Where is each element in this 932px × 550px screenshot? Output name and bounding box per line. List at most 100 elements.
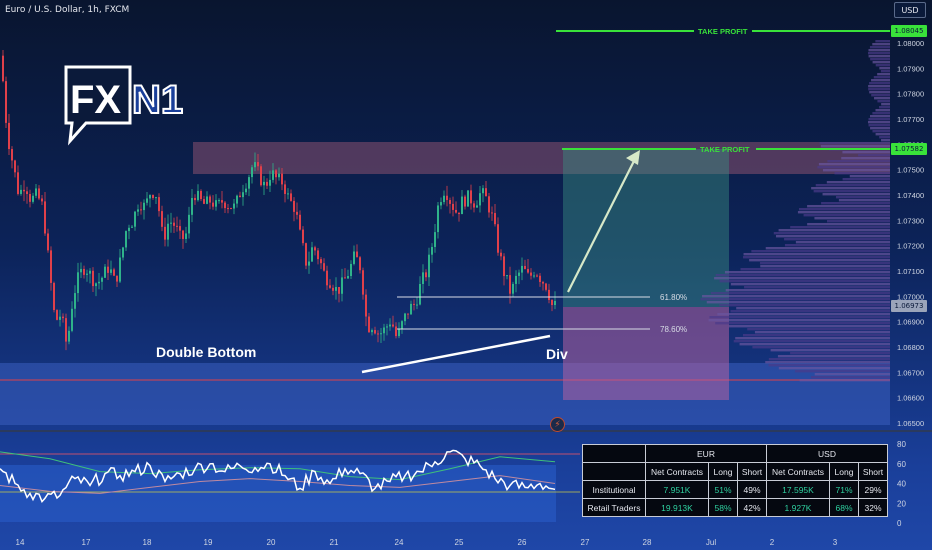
volume-bar <box>799 379 890 382</box>
candle-body <box>275 170 277 178</box>
table-row: Retail Traders 19.913K 58% 42% 1.927K 68… <box>582 498 888 517</box>
candle-body <box>80 268 82 273</box>
candle-body <box>206 196 208 204</box>
candle-body <box>200 190 202 200</box>
candle-body <box>404 313 406 322</box>
volume-bar <box>849 175 890 178</box>
candle-body <box>20 189 22 194</box>
candle-body <box>44 201 46 234</box>
logo-fx-text: FX <box>70 78 121 122</box>
volume-bar <box>826 181 890 184</box>
volume-bar <box>881 103 890 106</box>
candle-body <box>506 275 508 277</box>
candle-body <box>83 268 85 275</box>
cot-header-row: EUR USD <box>582 444 888 463</box>
candle-body <box>359 257 361 271</box>
volume-bar <box>733 340 890 343</box>
candle-body <box>287 193 289 195</box>
candle-body <box>86 273 88 275</box>
volume-bar <box>880 70 890 73</box>
candle-body <box>230 208 232 210</box>
volume-bar <box>872 61 890 64</box>
volume-bar <box>874 97 890 100</box>
volume-bar <box>778 367 890 370</box>
candle-body <box>461 196 463 215</box>
price-tick-label: 1.07900 <box>897 64 924 73</box>
candle-body <box>59 316 61 320</box>
time-axis[interactable]: 14 17 18 19 20 21 24 25 26 27 28 Jul 2 3 <box>16 538 838 547</box>
volume-bar <box>760 265 890 268</box>
volume-bar <box>714 277 890 280</box>
candle-body <box>35 188 37 196</box>
price-axis[interactable]: 1.080001.079001.078001.077001.076001.075… <box>897 39 924 428</box>
demand-zone <box>0 363 890 425</box>
volume-bar <box>765 247 890 250</box>
volume-bar <box>742 334 890 337</box>
price-tick-label: 1.07700 <box>897 115 924 124</box>
volume-bar <box>790 226 890 229</box>
volume-bar <box>794 370 890 373</box>
candle-body <box>95 283 97 287</box>
candle-body <box>185 233 187 239</box>
volume-bar <box>777 355 890 358</box>
candle-body <box>221 200 223 203</box>
supply-zone <box>193 142 890 174</box>
candle-body <box>467 190 469 207</box>
candle-body <box>515 275 517 284</box>
volume-bar <box>868 121 890 124</box>
volume-bar <box>813 190 890 193</box>
candle-body <box>329 285 331 288</box>
candle-body <box>530 272 532 276</box>
candle-body <box>131 226 133 228</box>
candle-body <box>302 229 304 244</box>
price-tick-label: 1.07000 <box>897 292 924 301</box>
symbol-title: Euro / U.S. Dollar, 1h, FXCM <box>5 5 130 15</box>
candle-body <box>29 194 31 202</box>
candle-body <box>446 195 448 201</box>
volume-bar <box>807 223 890 226</box>
volume-bar <box>869 82 890 85</box>
lightning-icon[interactable]: ⚡ <box>550 417 565 432</box>
candle-body <box>392 324 394 327</box>
volume-bar <box>709 316 890 319</box>
volume-bar <box>868 85 890 88</box>
cell: 29% <box>858 480 888 499</box>
price-tick-label: 1.07500 <box>897 166 924 175</box>
candle-body <box>107 266 109 273</box>
osc-tick-label: 80 <box>897 440 906 449</box>
tp2-price-badge: 1.07582 <box>891 143 927 155</box>
candle-body <box>146 198 148 203</box>
candle-body <box>272 170 274 180</box>
volume-bar <box>810 376 890 379</box>
candle-body <box>158 197 160 212</box>
candle-body <box>494 213 496 225</box>
volume-bar <box>751 250 890 253</box>
candle-body <box>323 263 325 271</box>
candle-body <box>164 226 166 240</box>
volume-bar <box>875 40 890 43</box>
candle-body <box>296 211 298 215</box>
volume-bar <box>754 331 890 334</box>
projection-arrow <box>567 156 637 293</box>
cell: 71% <box>829 480 859 499</box>
candle-body <box>182 230 184 239</box>
candle-body <box>266 181 268 186</box>
cell: 51% <box>708 480 738 499</box>
usd-short-header: Short <box>858 462 888 481</box>
candle-body <box>5 81 7 123</box>
candle-body <box>314 247 316 251</box>
volume-bar <box>868 118 890 121</box>
volume-bar <box>747 328 890 331</box>
cell: 42% <box>737 498 767 517</box>
volume-bar <box>768 358 890 361</box>
candle-body <box>464 196 466 207</box>
candle-body <box>209 196 211 203</box>
candle-body <box>140 209 142 211</box>
candle-body <box>335 286 337 291</box>
candle-body <box>248 177 250 189</box>
volume-bar <box>879 136 890 139</box>
currency-button[interactable]: USD <box>894 2 926 18</box>
volume-bar <box>822 193 890 196</box>
